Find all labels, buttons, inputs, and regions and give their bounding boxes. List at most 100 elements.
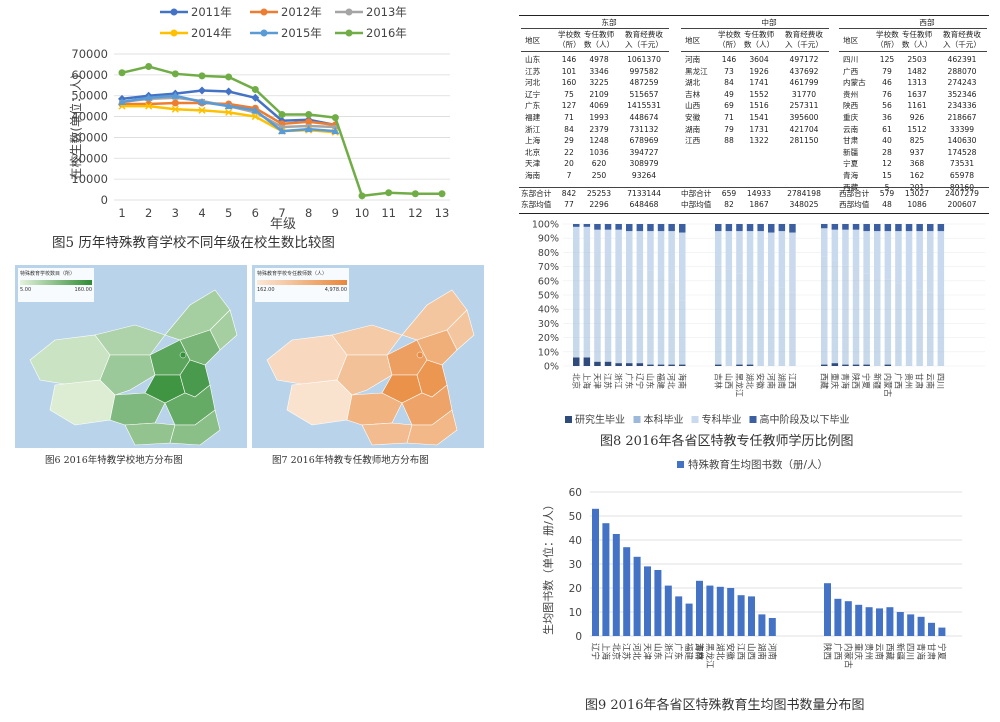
fig9-xtick-label: 四川 [905, 643, 915, 660]
fig8-xtick-label: 海南 [677, 373, 687, 389]
fig8-bar-segment [604, 224, 612, 230]
table-total-cell: 25253 [586, 189, 612, 198]
fig9-legend-label: 特殊教育生均图书数（册/人） [688, 458, 828, 471]
fig9-bar [706, 585, 714, 636]
fig9-chart: 0 10 20 30 40 50 60 特殊教育生均图书数（册/人） 生均图书数（单位：册/人）… [530, 455, 970, 690]
table-cell: 青海 [843, 171, 859, 180]
fig5-chart: 0 10000 20000 30000 40000 50000 60000 70000 1 2 3 4… [0, 0, 470, 232]
fig5-xtick-label: 11 [381, 206, 396, 220]
fig5-point [251, 85, 259, 93]
fig5-xtick-label: 8 [305, 206, 312, 220]
table-cell: 3604 [749, 55, 769, 64]
fig8-bar-segment [895, 283, 902, 366]
fig9-bar [876, 608, 883, 636]
fig8-bar-segment [657, 276, 665, 365]
fig8-bar-segment [927, 224, 934, 232]
table-cell: 江苏 [525, 66, 541, 76]
map-province [169, 409, 221, 446]
fig5-legend-label: 2013年 [366, 5, 407, 19]
fig9-xtick-label: 海南 [694, 643, 705, 660]
fig8-xtick-label: 云南 [925, 373, 935, 389]
table-cell: 73531 [949, 159, 975, 169]
table-cell: 1516 [749, 101, 769, 111]
fig5-point [251, 113, 259, 121]
table-region-rule [521, 28, 669, 29]
table-cell: 76 [882, 89, 892, 99]
table-cell: 1248 [589, 136, 609, 146]
fig9-bar [654, 570, 662, 636]
map-province [49, 379, 116, 426]
map-province-beijing [416, 351, 424, 359]
fig9-xtick-label: 浙江 [662, 643, 673, 661]
table-cell: 1415531 [627, 101, 661, 111]
table-cell: 174528 [947, 147, 977, 157]
table-col-header: 学校数 [718, 30, 741, 39]
table-cell: 辽宁 [525, 89, 541, 99]
fig8-bar-segment [831, 260, 839, 364]
table-cell: 云南 [843, 124, 859, 134]
fig8-bar-segment [647, 224, 654, 232]
fig8-bar-segment [863, 273, 870, 365]
fig8-bar-segment [821, 364, 828, 366]
table-cell: 515657 [629, 89, 659, 99]
fig9-xtick-label: 湖北 [714, 643, 724, 661]
fig9-xtick-label: 宁夏 [936, 643, 947, 661]
fig5-point [304, 125, 313, 133]
fig8-bar-segment [657, 231, 665, 277]
fig8-ytick-label: 90% [538, 234, 559, 245]
fig8-bar-segment [884, 279, 892, 365]
fig8-xtick-label: 湖南 [777, 373, 787, 389]
fig8-xtick-label: 西藏 [819, 373, 829, 389]
fig5-xtick-label: 1 [118, 206, 125, 220]
fig8-xtick-label: 天津 [592, 373, 602, 389]
fig9-bar [865, 607, 873, 636]
fig9-bar [824, 583, 831, 636]
fig9-xtick-label: 福建 [683, 643, 694, 661]
fig7-legend-min: 162.00 [257, 287, 275, 293]
table-cell: 陕西 [843, 101, 859, 111]
fig8-xtick-label: 湖北 [745, 373, 754, 389]
map-province [94, 324, 166, 356]
fig8-bar-segment [842, 224, 849, 230]
fig8-bar-segment [715, 224, 722, 232]
table-total-cell: 48 [882, 200, 892, 209]
table-cell: 吉林 [685, 89, 701, 99]
fig7-caption: 图7 2016年特教专任教师地方分布图 [272, 455, 429, 466]
table-cell: 河南 [685, 55, 701, 64]
table-total-cell: 200607 [947, 200, 977, 209]
fig8-bar-segment [594, 229, 601, 253]
fig6-map-svg [29, 289, 238, 446]
table-cell: 江西 [685, 136, 701, 146]
fig8-xtick-label: 宁夏 [862, 373, 872, 389]
fig8-bar-segment [573, 224, 580, 227]
fig8-ytick-label: 100% [532, 220, 559, 231]
fig8-bar-segment [647, 231, 654, 271]
table-cell: 黑龙江 [685, 66, 708, 76]
fig8-xtick-label: 山东 [645, 373, 655, 389]
table-col-header: 数（人） [901, 40, 933, 49]
fig8-xtick-label: 吉林 [713, 373, 723, 389]
table-cell: 71 [724, 113, 734, 122]
fig5-xtick-label: 10 [355, 206, 370, 220]
table-cell: 421704 [789, 124, 819, 134]
fig8-xtick-label: 贵州 [904, 373, 914, 389]
fig8-xtick-label: 福建 [656, 373, 666, 389]
table-cell: 160 [561, 78, 577, 88]
fig8-bar-segment [937, 231, 945, 295]
table-col-header: （所） [558, 40, 581, 49]
fig8-xtick-label: 安徽 [756, 373, 766, 389]
fig5-legend-marker [260, 8, 268, 16]
fig8-ytick-label: 50% [538, 291, 559, 302]
fig8-ytick-label: 10% [538, 347, 559, 358]
table-region-rule [681, 28, 829, 29]
table-cell: 广东 [525, 101, 541, 111]
fig9-bar [896, 612, 904, 636]
table-cell: 1926 [749, 66, 769, 76]
fig8-bar-segment [757, 280, 764, 366]
table-cell: 69 [724, 101, 734, 111]
fig8-bar-segment [874, 277, 881, 366]
table-cell: 山西 [685, 101, 701, 111]
fig6-legend-gradient [20, 280, 92, 285]
fig8-legend-swatch [749, 416, 757, 423]
fig8-bar-segment [615, 224, 622, 230]
